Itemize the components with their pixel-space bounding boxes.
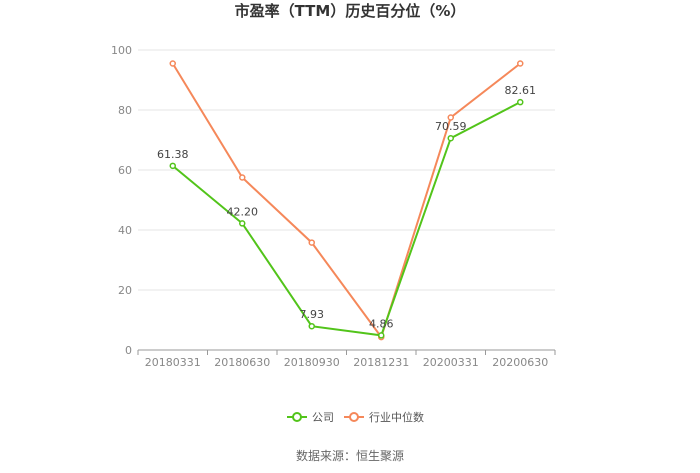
series-line-1 — [171, 62, 521, 340]
series-point-1 — [239, 174, 246, 181]
y-tick-label: 20 — [118, 284, 132, 297]
x-tick-label: 20181231 — [353, 356, 409, 369]
data-label: 61.38 — [157, 148, 189, 161]
y-tick-label: 80 — [118, 104, 132, 117]
series-point-0 — [239, 220, 246, 227]
series-point-1 — [447, 114, 454, 121]
x-tick-label: 20180331 — [145, 356, 201, 369]
series-point-1 — [308, 239, 315, 246]
data-label: 42.20 — [227, 205, 259, 218]
x-tick-label: 20180630 — [214, 356, 270, 369]
data-labels: 61.38 42.20 7.93 4.86 70.59 82.61 — [157, 84, 536, 330]
series-point-0 — [447, 134, 454, 142]
data-label: 7.93 — [300, 308, 325, 321]
series-point-0 — [378, 332, 385, 339]
legend[interactable]: 公司 行业中位数 — [287, 410, 424, 424]
data-label: 70.59 — [435, 120, 467, 133]
series-layer — [169, 60, 524, 341]
x-axis: 20180331 20180630 20180930 20181231 20200331… — [137, 350, 556, 369]
chart-title: 市盈率（TTM）历史百分位（%） — [235, 2, 466, 20]
legend-marker-1 — [349, 412, 359, 422]
x-tick-label: 20200630 — [492, 356, 548, 369]
x-tick-label: 20200331 — [423, 356, 479, 369]
source-note: 数据来源：恒生聚源 — [296, 448, 404, 463]
y-tick-label: 60 — [118, 164, 132, 177]
series-line-0 — [172, 101, 521, 337]
legend-marker-0 — [292, 412, 302, 422]
gridlines — [138, 49, 555, 351]
series-point-1 — [517, 60, 524, 67]
y-tick-label: 0 — [125, 344, 132, 357]
series-point-0 — [517, 98, 524, 106]
x-tick-label: 20180930 — [284, 356, 340, 369]
y-tick-label: 40 — [118, 224, 132, 237]
y-tick-label: 100 — [111, 44, 132, 57]
series-point-1 — [169, 60, 176, 67]
legend-item-1[interactable]: 行业中位数 — [344, 410, 424, 424]
series-point-0 — [169, 162, 176, 170]
legend-label-0: 公司 — [312, 411, 334, 424]
series-point-0 — [308, 322, 315, 330]
legend-label-1: 行业中位数 — [369, 410, 424, 424]
data-label: 82.61 — [505, 84, 537, 97]
legend-item-0[interactable]: 公司 — [287, 411, 334, 424]
data-label: 4.86 — [369, 317, 394, 330]
y-axis: 0 20 40 60 80 100 — [111, 44, 132, 357]
